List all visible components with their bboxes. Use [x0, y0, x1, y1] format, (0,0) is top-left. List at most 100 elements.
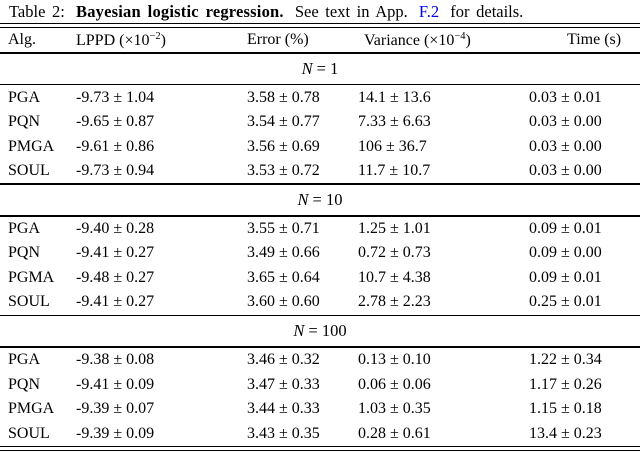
cell-lppd: -9.48 ± 0.27 — [76, 268, 155, 286]
cell-alg: PMGA — [8, 400, 55, 417]
cell-time: 13.4 ± 0.23 — [529, 424, 602, 442]
caption-title: Bayesian logistic regression. — [76, 2, 284, 21]
cell-variance: 0.28 ± 0.61 — [358, 424, 431, 442]
section-rule — [0, 314, 640, 317]
section-rule — [0, 83, 640, 86]
cell-variance: 7.33 ± 6.63 — [358, 113, 431, 131]
table-row: PGMA -9.48 ± 0.27 3.65 ± 0.64 10.7 ± 4.38 0.… — [0, 266, 640, 291]
section-rule — [0, 183, 640, 185]
section-variable: N — [297, 189, 309, 209]
column-header-lppd: LPPD (×10−2) — [76, 31, 247, 50]
cell-lppd: -9.40 ± 0.28 — [76, 219, 155, 237]
column-header-text: Alg. — [8, 31, 36, 49]
column-header-variance: Variance (×10−4) — [358, 31, 529, 50]
cell-alg: PQN — [8, 244, 41, 262]
cell-variance: 14.1 ± 13.6 — [358, 88, 431, 106]
cell-time: 0.09 ± 0.00 — [529, 244, 602, 262]
cell-lppd: -9.73 ± 0.94 — [76, 162, 155, 180]
column-header-text: ) — [160, 31, 166, 49]
top-double-rule — [0, 23, 640, 29]
table-row: PMGA -9.61 ± 0.86 3.56 ± 0.69 106 ± 36.7 0.0… — [0, 134, 640, 159]
cell-alg: PQN — [8, 375, 41, 393]
cell-alg: PMGA — [8, 137, 55, 155]
cell-lppd: -9.39 ± 0.09 — [76, 424, 155, 442]
cell-alg: PGMA — [8, 268, 55, 286]
cell-alg: PGA — [8, 219, 41, 237]
column-header-text: LPPD (×10 — [76, 31, 150, 49]
cell-lppd: -9.61 ± 0.86 — [76, 137, 155, 155]
cell-time: 0.09 ± 0.01 — [529, 268, 602, 286]
column-header-exponent: −2 — [149, 30, 161, 42]
cell-lppd: -9.41 ± 0.27 — [76, 244, 155, 262]
cell-lppd: -9.41 ± 0.09 — [76, 375, 155, 393]
table-row: SOUL -9.73 ± 0.94 3.53 ± 0.72 11.7 ± 10.7 0.… — [0, 159, 640, 184]
table-row: PGA -9.38 ± 0.08 3.46 ± 0.32 0.13 ± 0.10 1.2… — [0, 348, 640, 373]
cell-time: 1.22 ± 0.34 — [529, 351, 602, 368]
cell-error: 3.60 ± 0.60 — [247, 293, 320, 311]
table-header-row: Alg. LPPD (×10−2) Error (%) Variance (×10−4… — [0, 28, 640, 52]
column-header-text: Time (s) — [567, 31, 622, 49]
cell-alg: SOUL — [8, 424, 50, 442]
cell-time: 0.03 ± 0.00 — [529, 137, 602, 155]
table-row: SOUL -9.39 ± 0.09 3.43 ± 0.35 0.28 ± 0.61 13… — [0, 421, 640, 446]
cell-error: 3.47 ± 0.33 — [247, 375, 320, 393]
cell-time: 1.15 ± 0.18 — [529, 400, 602, 417]
column-header-alg: Alg. — [0, 31, 76, 49]
cell-variance: 1.25 ± 1.01 — [358, 219, 431, 237]
table-body: N = 1 PGA -9.73 ± 1.04 3.58 ± 0.78 14.1 ± 13.… — [0, 54, 640, 446]
column-header-text: Error (%) — [247, 31, 309, 49]
cell-lppd: -9.73 ± 1.04 — [76, 88, 155, 106]
cell-error: 3.53 ± 0.72 — [247, 162, 320, 180]
section-value: = 10 — [312, 189, 343, 209]
cell-variance: 0.72 ± 0.73 — [358, 244, 431, 262]
table-row: PGA -9.40 ± 0.28 3.55 ± 0.71 1.25 ± 1.01 0.0… — [0, 217, 640, 242]
cell-alg: SOUL — [8, 293, 50, 311]
appendix-ref-link[interactable]: F.2 — [418, 2, 440, 21]
cell-error: 3.54 ± 0.77 — [247, 113, 320, 131]
table-row: PQN -9.65 ± 0.87 3.54 ± 0.77 7.33 ± 6.63 0.0… — [0, 110, 640, 135]
cell-error: 3.46 ± 0.32 — [247, 351, 320, 368]
column-header-exponent: −4 — [454, 30, 466, 42]
section-rule — [0, 346, 640, 348]
table-row: PQN -9.41 ± 0.09 3.47 ± 0.33 0.06 ± 0.06 1.1… — [0, 372, 640, 397]
column-header-error: Error (%) — [247, 31, 358, 49]
cell-time: 1.17 ± 0.26 — [529, 375, 602, 393]
section-header-1: N = 10 — [0, 185, 640, 215]
column-header-text: ) — [465, 31, 471, 49]
cell-variance: 0.13 ± 0.10 — [358, 351, 431, 368]
section-header-0: N = 1 — [0, 54, 640, 84]
cell-time: 0.25 ± 0.01 — [529, 293, 602, 311]
cell-lppd: -9.65 ± 0.87 — [76, 113, 155, 131]
cell-lppd: -9.39 ± 0.07 — [76, 400, 155, 417]
section-rule — [0, 214, 640, 217]
cell-time: 0.03 ± 0.00 — [529, 162, 602, 180]
cell-error: 3.43 ± 0.35 — [247, 424, 320, 442]
bottom-double-rule — [0, 445, 640, 451]
section-variable: N — [301, 58, 313, 78]
header-rule — [0, 52, 640, 54]
cell-variance: 10.7 ± 4.38 — [358, 268, 431, 286]
cell-error: 3.56 ± 0.69 — [247, 137, 320, 155]
section-header-2: N = 100 — [0, 316, 640, 346]
section-value: = 1 — [316, 58, 339, 78]
cell-error: 3.49 ± 0.66 — [247, 244, 320, 262]
cell-lppd: -9.41 ± 0.27 — [76, 293, 155, 311]
cell-error: 3.55 ± 0.71 — [247, 219, 320, 237]
cell-error: 3.58 ± 0.78 — [247, 88, 320, 106]
cell-time: 0.03 ± 0.01 — [529, 88, 602, 106]
section-variable: N — [293, 321, 305, 341]
section-value: = 100 — [308, 321, 347, 341]
cell-variance: 0.06 ± 0.06 — [358, 375, 431, 393]
cell-alg: PGA — [8, 88, 41, 106]
cell-variance: 1.03 ± 0.35 — [358, 400, 431, 417]
cell-variance: 106 ± 36.7 — [358, 137, 427, 155]
cell-time: 0.09 ± 0.01 — [529, 219, 602, 237]
table-row: PGA -9.73 ± 1.04 3.58 ± 0.78 14.1 ± 13.6 0.0… — [0, 85, 640, 110]
cell-variance: 2.78 ± 2.23 — [358, 293, 431, 311]
column-header-time: Time (s) — [529, 31, 640, 49]
cell-variance: 11.7 ± 10.7 — [358, 162, 431, 180]
caption-text-before-link: See text in App. — [294, 2, 408, 21]
table-caption: Table 2: Bayesian logistic regression. S… — [0, 2, 640, 23]
table-row: PMGA -9.39 ± 0.07 3.44 ± 0.33 1.03 ± 0.35 1.… — [0, 397, 640, 422]
